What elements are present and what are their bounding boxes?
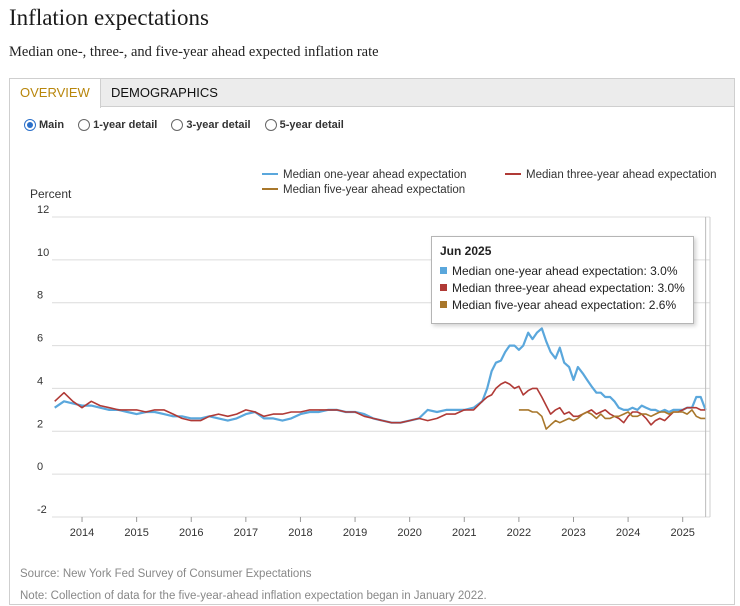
radio-checked-icon <box>24 119 36 131</box>
legend-label: Median one-year ahead expectation <box>283 169 467 181</box>
tab-bar: OVERVIEW DEMOGRAPHICS <box>10 79 734 108</box>
x-tick-label: 2020 <box>397 527 421 539</box>
y-tick-label: 4 <box>37 375 43 387</box>
source-note: Source: New York Fed Survey of Consumer … <box>20 568 312 580</box>
x-tick-label: 2017 <box>234 527 258 539</box>
radio-3-year-label: 3-year detail <box>186 119 251 131</box>
tooltip-date: Jun 2025 <box>440 244 492 258</box>
radio-5-year-detail[interactable]: 5-year detail <box>264 119 344 131</box>
radio-unchecked-icon <box>78 119 91 131</box>
y-axis-title: Percent <box>30 187 72 201</box>
y-tick-label: 0 <box>37 461 43 473</box>
radio-1-year-label: 1-year detail <box>93 119 158 131</box>
tooltip-row-text: Median three-year ahead expectation: 3.0… <box>452 280 685 295</box>
chart-panel: OVERVIEW DEMOGRAPHICS Main 1-year detail… <box>9 78 735 605</box>
radio-main[interactable]: Main <box>24 119 64 131</box>
x-tick-label: 2018 <box>288 527 312 539</box>
y-tick-label: 8 <box>37 290 43 302</box>
grid: -2 0 2 4 6 8 10 12 <box>37 204 711 518</box>
tooltip-swatch <box>440 284 447 291</box>
legend-one-year[interactable]: Median one-year ahead expectation <box>262 169 467 181</box>
tooltip-row-five-year: Median five-year ahead expectation: 2.6% <box>440 296 685 313</box>
y-tick-label: 10 <box>37 247 49 259</box>
x-tick-label: 2014 <box>70 527 94 539</box>
tooltip-row-text: Median five-year ahead expectation: 2.6% <box>452 297 677 312</box>
five-year-series-line <box>518 409 706 430</box>
radio-3-year-detail[interactable]: 3-year detail <box>171 119 251 131</box>
legend[interactable]: Median one-year ahead expectation Median … <box>262 169 717 196</box>
tooltip-row-text: Median one-year ahead expectation: 3.0% <box>452 263 678 278</box>
x-tick-label: 2023 <box>561 527 585 539</box>
legend-three-year[interactable]: Median three-year ahead expectation <box>505 169 717 181</box>
x-axis: 2014 2015 2016 2017 2018 2019 2020 2021 2022 2023… <box>70 517 695 539</box>
y-tick-label: 12 <box>37 204 49 216</box>
y-tick-label: 2 <box>37 418 43 430</box>
radio-1-year-detail[interactable]: 1-year detail <box>78 119 157 131</box>
legend-label: Median five-year ahead expectation <box>283 184 465 196</box>
y-tick-label: -2 <box>37 504 47 516</box>
radio-unchecked-icon <box>171 119 184 131</box>
x-tick-label: 2024 <box>616 527 640 539</box>
tooltip-swatch <box>440 301 447 308</box>
tooltip-row-three-year: Median three-year ahead expectation: 3.0… <box>440 279 685 296</box>
legend-five-year[interactable]: Median five-year ahead expectation <box>262 184 465 196</box>
tab-overview[interactable]: OVERVIEW <box>10 79 101 108</box>
tooltip: Jun 2025 Median one-year ahead expectati… <box>431 236 694 324</box>
radio-5-year-label: 5-year detail <box>279 119 344 131</box>
y-tick-label: 6 <box>37 333 43 345</box>
x-tick-label: 2016 <box>179 527 203 539</box>
view-radio-group: Main 1-year detail 3-year detail 5-year … <box>24 119 355 134</box>
x-tick-label: 2015 <box>124 527 148 539</box>
radio-unchecked-icon <box>264 119 277 131</box>
tab-demographics[interactable]: DEMOGRAPHICS <box>111 85 218 100</box>
x-tick-label: 2019 <box>343 527 367 539</box>
radio-main-label: Main <box>39 119 65 131</box>
page-subtitle: Median one-, three-, and five-year ahead… <box>9 44 379 60</box>
page-title: Inflation expectations <box>9 5 209 30</box>
x-tick-label: 2021 <box>452 527 476 539</box>
tooltip-swatch <box>440 267 447 274</box>
footnote: Note: Collection of data for the five-ye… <box>20 590 487 602</box>
legend-label: Median three-year ahead expectation <box>526 169 717 181</box>
one-year-series-line <box>54 327 707 424</box>
tooltip-row-one-year: Median one-year ahead expectation: 3.0% <box>440 262 685 279</box>
series-lines <box>54 217 707 517</box>
x-tick-label: 2022 <box>507 527 531 539</box>
x-tick-label: 2025 <box>670 527 694 539</box>
three-year-series-line <box>54 381 706 426</box>
